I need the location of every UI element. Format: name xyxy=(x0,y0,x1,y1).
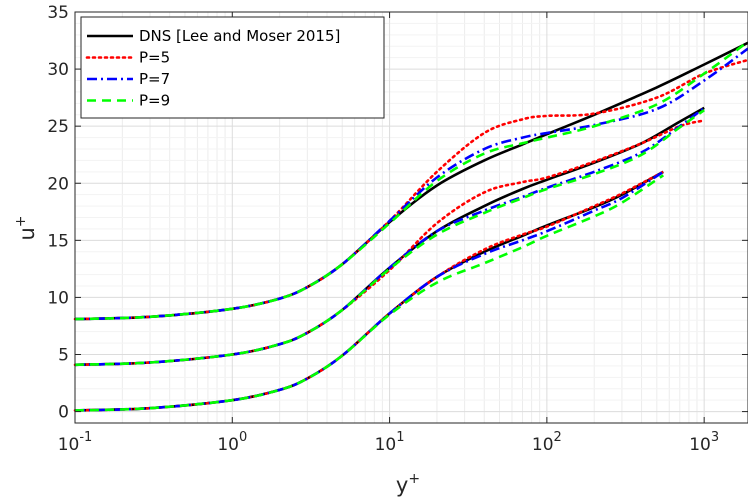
curve-p9-0 xyxy=(75,175,663,410)
x-tick-label-base: 10 xyxy=(689,435,711,455)
x-tick-label-exp: 2 xyxy=(554,430,562,445)
y-axis-label: u+ xyxy=(13,215,39,240)
x-tick-label-base: 10 xyxy=(58,435,80,455)
x-tick-label-exp: 3 xyxy=(711,430,719,445)
x-tick-label-base: 10 xyxy=(532,435,554,455)
y-axis-label-base: u xyxy=(15,227,39,240)
y-tick-label: 35 xyxy=(47,3,69,23)
legend-label-p9: P=9 xyxy=(139,92,170,110)
x-tick-label-base: 10 xyxy=(375,435,397,455)
x-tick-label: 10-1 xyxy=(58,430,93,455)
y-tick-label: 0 xyxy=(58,403,69,423)
x-tick-label-exp: 1 xyxy=(396,430,404,445)
y-tick-label: 25 xyxy=(47,117,69,137)
curve-dns-0 xyxy=(75,172,663,411)
x-axis-label: y+ xyxy=(396,471,420,497)
x-axis-label-base: y xyxy=(396,473,408,497)
y-tick-label: 30 xyxy=(47,60,69,80)
y-tick-label: 10 xyxy=(47,288,69,308)
x-tick-label: 103 xyxy=(689,430,719,455)
legend-label-dns: DNS [Lee and Moser 2015] xyxy=(139,27,340,45)
x-axis-label-sup: + xyxy=(408,471,420,487)
y-tick-labels: 0 5 10 15 20 25 30 35 xyxy=(47,3,69,423)
legend-label-p7: P=7 xyxy=(139,70,170,88)
curve-p5-0 xyxy=(75,172,663,411)
x-tick-labels: 10-1 100 101 102 103 xyxy=(58,430,719,455)
x-tick-label-base: 10 xyxy=(217,435,239,455)
y-tick-label: 5 xyxy=(58,346,69,366)
y-tick-label: 20 xyxy=(47,174,69,194)
y-tick-label: 15 xyxy=(47,231,69,251)
x-tick-label-exp: 0 xyxy=(239,430,247,445)
curve-p7-0 xyxy=(75,172,663,411)
legend: DNS [Lee and Moser 2015] P=5 P=7 P=9 xyxy=(81,17,384,118)
x-tick-label-exp: -1 xyxy=(79,430,92,445)
legend-label-p5: P=5 xyxy=(139,49,170,67)
y-axis-label-sup: + xyxy=(13,215,29,227)
x-tick-label: 100 xyxy=(217,430,247,455)
x-tick-label: 101 xyxy=(375,430,405,455)
x-tick-label: 102 xyxy=(532,430,562,455)
